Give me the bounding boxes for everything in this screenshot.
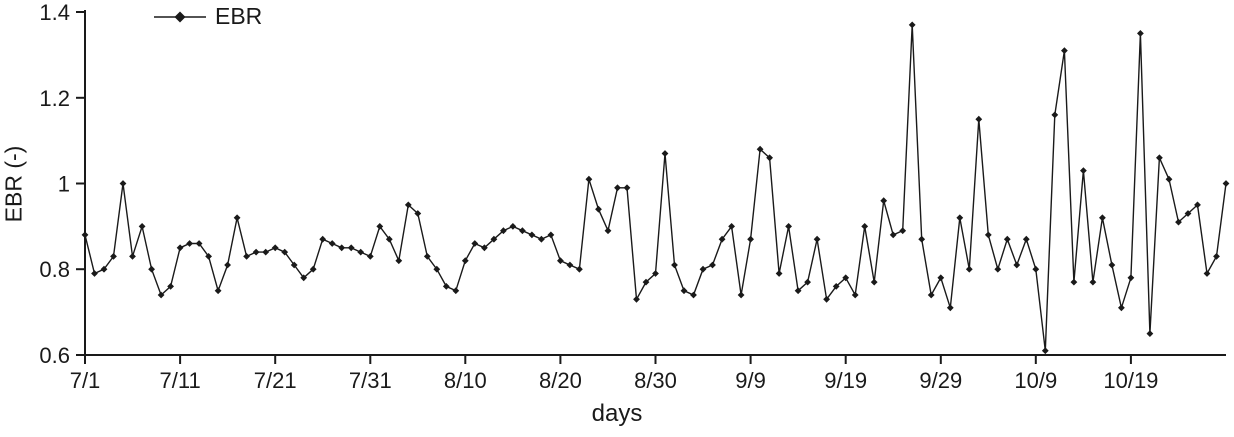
x-tick-label: 10/9	[1014, 368, 1057, 393]
ebr-series-markers	[81, 21, 1230, 355]
y-tick-label: 1	[58, 172, 70, 197]
x-tick-label: 7/21	[254, 368, 297, 393]
y-tick-label: 0.6	[39, 343, 70, 368]
y-tick-label: 0.8	[39, 257, 70, 282]
x-tick-label: 8/20	[539, 368, 582, 393]
x-tick-label: 8/10	[444, 368, 487, 393]
x-tick-label: 7/1	[70, 368, 101, 393]
y-tick-label: 1.2	[39, 86, 70, 111]
ebr-series-line	[84, 24, 1227, 351]
x-tick-label: 9/9	[735, 368, 766, 393]
legend-diamond-marker-icon	[154, 11, 206, 22]
x-tick-label: 10/19	[1103, 368, 1158, 393]
x-tick-label: 7/11	[160, 368, 201, 393]
x-tick-label: 8/30	[634, 368, 677, 393]
legend-label: EBR	[215, 3, 263, 29]
y-axis-label: EBR (-)	[0, 145, 27, 223]
legend: EBR	[152, 3, 262, 30]
x-tick-label: 7/31	[349, 368, 392, 393]
x-tick-label: 9/29	[919, 368, 962, 393]
y-tick-label: 1.4	[39, 0, 70, 25]
x-tick-label: 9/19	[824, 368, 867, 393]
x-axis-label: days	[591, 400, 643, 427]
